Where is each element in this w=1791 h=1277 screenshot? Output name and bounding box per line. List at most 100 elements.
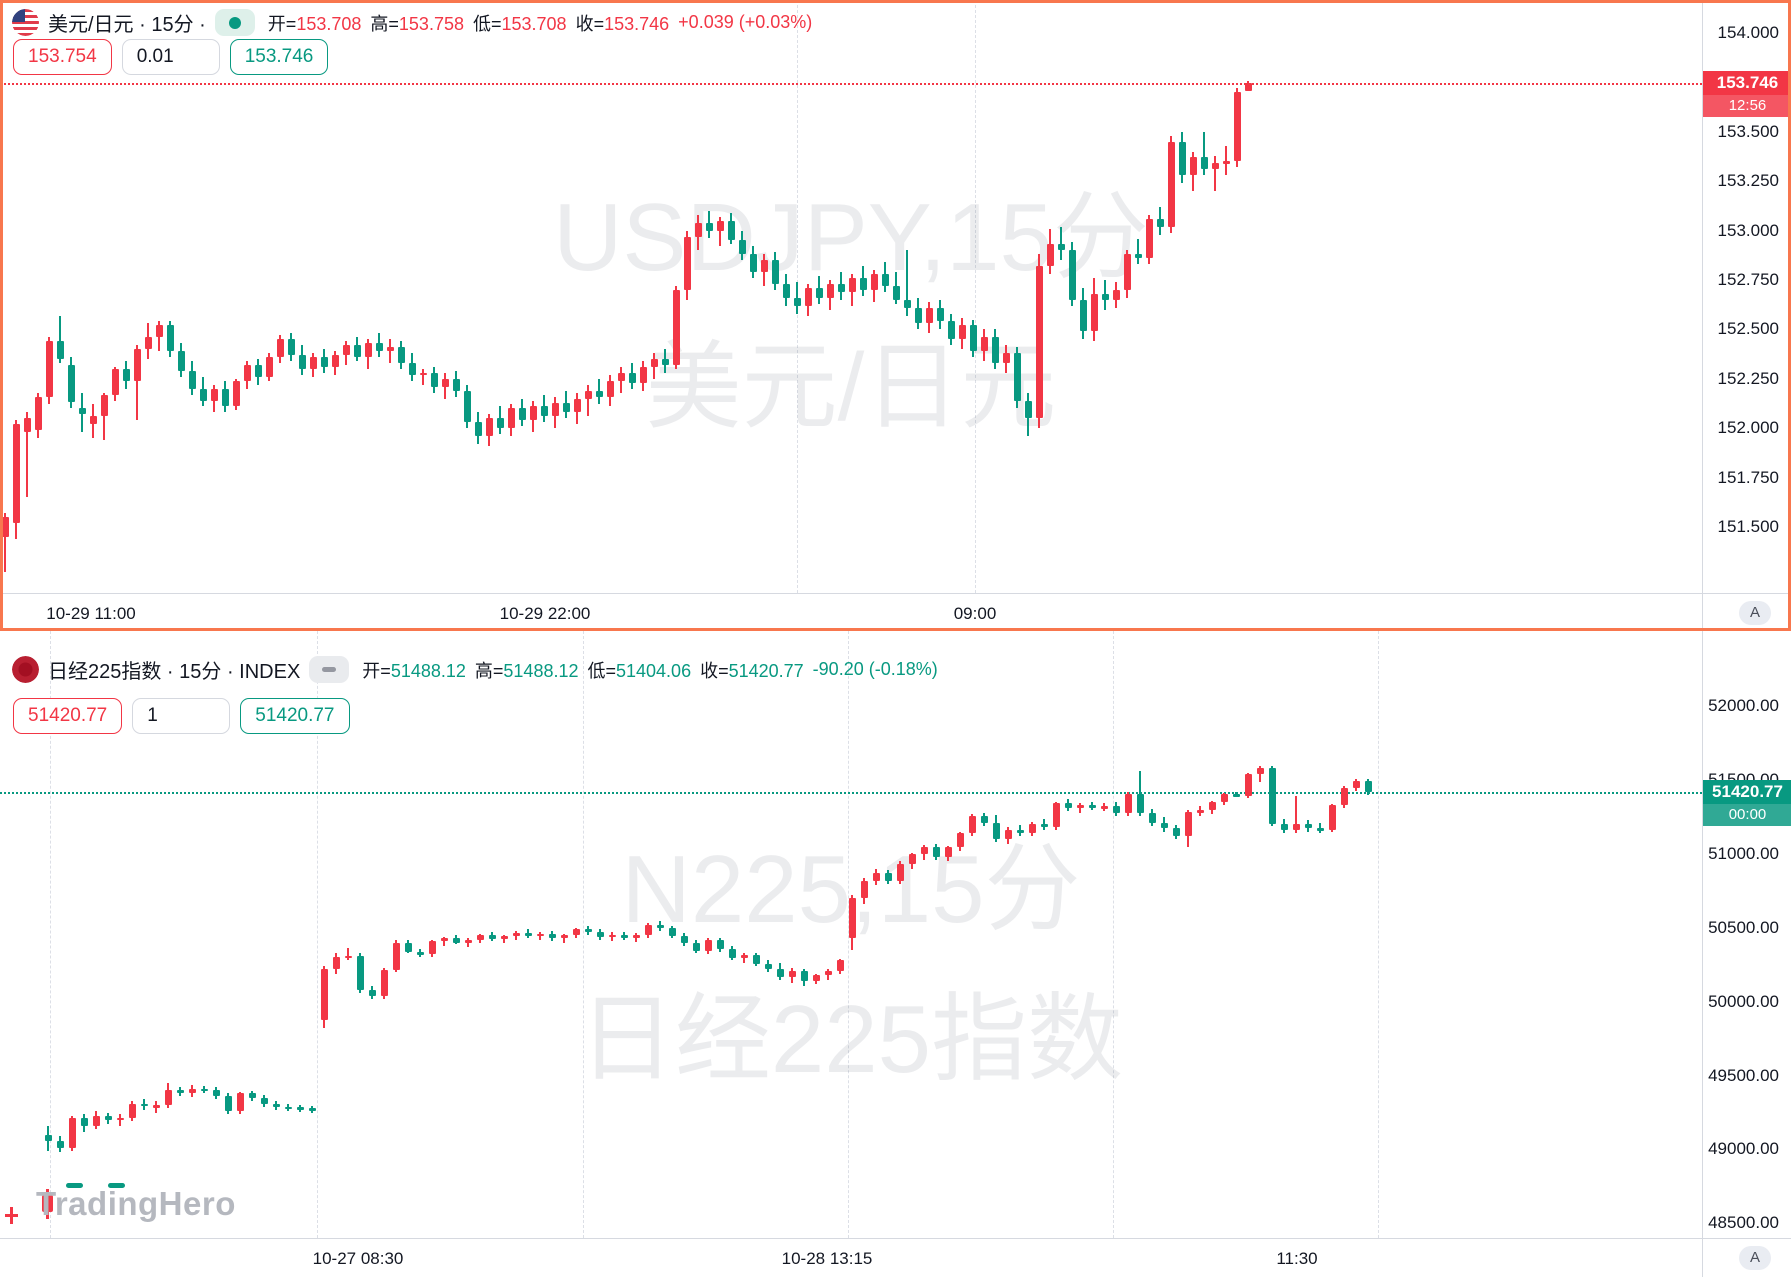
candle bbox=[1016, 829, 1024, 834]
candle bbox=[705, 222, 713, 231]
candle bbox=[620, 934, 628, 938]
bar-countdown: 00:00 bbox=[1703, 803, 1791, 826]
candle bbox=[1211, 163, 1219, 170]
candle-wick bbox=[587, 384, 589, 417]
buy-price-button[interactable]: 153.746 bbox=[229, 39, 329, 75]
candle bbox=[632, 935, 640, 938]
candle-wick bbox=[103, 392, 105, 441]
market-status-button[interactable] bbox=[214, 9, 255, 36]
candle bbox=[1112, 806, 1120, 813]
candle-wick bbox=[1139, 770, 1141, 816]
last-price-value: 51420.77 bbox=[1703, 779, 1791, 804]
candle bbox=[947, 321, 955, 340]
symbol-title[interactable]: 日经225指数 · 15分 · INDEX bbox=[48, 661, 301, 683]
candle bbox=[881, 274, 889, 286]
candle bbox=[152, 1105, 160, 1108]
last-price-value: 153.746 bbox=[1703, 71, 1791, 96]
usdjpy-time-axis[interactable]: A 10-29 11:00 10-29 22:00 09:00 bbox=[0, 593, 1791, 632]
auto-scale-button[interactable]: A bbox=[1739, 1246, 1771, 1270]
candle bbox=[1280, 823, 1288, 831]
candle bbox=[914, 307, 922, 324]
candle bbox=[260, 1097, 268, 1104]
quantity-field[interactable]: 1 bbox=[132, 698, 231, 734]
candle bbox=[892, 285, 900, 300]
candle bbox=[551, 402, 559, 417]
candle bbox=[800, 970, 808, 982]
candle bbox=[56, 341, 64, 360]
candle bbox=[529, 406, 537, 421]
candle bbox=[650, 359, 658, 367]
logo-candle-icon bbox=[108, 1183, 125, 1188]
sell-price-button[interactable]: 51420.77 bbox=[13, 698, 123, 734]
candle bbox=[254, 364, 262, 377]
candle bbox=[344, 955, 352, 959]
candle bbox=[944, 847, 952, 857]
candle bbox=[276, 339, 284, 358]
price-axis-label: 152.250 bbox=[1717, 368, 1779, 388]
candle bbox=[606, 380, 614, 397]
candle-wick bbox=[1319, 823, 1321, 834]
candle-wick bbox=[1214, 155, 1216, 192]
candle bbox=[416, 951, 424, 955]
candle bbox=[1364, 780, 1372, 792]
candle bbox=[248, 1093, 256, 1098]
candle bbox=[804, 287, 812, 306]
candle bbox=[908, 854, 916, 864]
candle bbox=[1172, 828, 1180, 836]
last-price-badge: 51420.77 00:00 bbox=[1703, 779, 1791, 826]
candle bbox=[199, 388, 207, 401]
candle bbox=[760, 260, 768, 273]
logo-candle-icon bbox=[42, 1195, 53, 1212]
candle bbox=[573, 398, 581, 413]
time-axis-label: 10-27 08:30 bbox=[312, 1249, 404, 1268]
time-axis-label: 10-29 22:00 bbox=[499, 604, 591, 623]
price-axis-label: 152.500 bbox=[1717, 319, 1779, 339]
nikkei-price-axis[interactable]: 52000.0051500.0051000.0050500.0050000.00… bbox=[1702, 631, 1791, 1238]
candle bbox=[518, 408, 526, 421]
quantity-field[interactable]: 0.01 bbox=[121, 39, 220, 75]
candle bbox=[512, 933, 520, 937]
candle bbox=[1233, 92, 1241, 162]
price-axis-label: 151.500 bbox=[1717, 516, 1779, 536]
candle bbox=[956, 833, 964, 848]
candle bbox=[896, 863, 904, 881]
usdjpy-plot-area[interactable]: USDJPY,15分 美元/日元 bbox=[0, 0, 1702, 593]
candle bbox=[837, 283, 845, 292]
candle bbox=[308, 1108, 316, 1111]
candle bbox=[1244, 774, 1252, 796]
price-axis-label: 50000.00 bbox=[1708, 991, 1779, 1011]
candle bbox=[23, 418, 31, 433]
candle bbox=[771, 260, 779, 284]
candle bbox=[1220, 794, 1228, 803]
candle bbox=[617, 372, 625, 381]
candle bbox=[232, 380, 240, 407]
candle bbox=[656, 924, 664, 928]
candle bbox=[397, 347, 405, 363]
candle bbox=[212, 1090, 220, 1097]
buy-price-button[interactable]: 51420.77 bbox=[240, 698, 350, 734]
candle bbox=[488, 935, 496, 939]
candle bbox=[68, 1118, 76, 1148]
price-axis-label: 152.750 bbox=[1717, 269, 1779, 289]
candle bbox=[727, 220, 735, 241]
candle bbox=[536, 933, 544, 937]
candle bbox=[1090, 293, 1098, 332]
nikkei-time-axis[interactable]: A 10-27 08:30 10-28 13:15 11:30 bbox=[0, 1238, 1791, 1277]
us-flag-icon bbox=[12, 9, 39, 36]
candle bbox=[408, 362, 416, 375]
usdjpy-price-axis[interactable]: 154.000 153.500 153.250 153.000 152.750 152.5… bbox=[1702, 0, 1791, 593]
candle bbox=[920, 846, 928, 855]
auto-scale-button[interactable]: A bbox=[1739, 601, 1771, 625]
candle bbox=[1184, 811, 1192, 836]
candle bbox=[1148, 812, 1156, 824]
change-readout: -90.20 (-0.18%) bbox=[812, 659, 938, 679]
sell-price-button[interactable]: 153.754 bbox=[13, 39, 112, 75]
symbol-title[interactable]: 美元/日元 · 15分 · bbox=[48, 14, 206, 36]
market-status-button[interactable] bbox=[309, 656, 350, 683]
candle bbox=[628, 372, 636, 383]
candle bbox=[1064, 803, 1072, 809]
candle bbox=[1156, 218, 1164, 227]
candle bbox=[496, 418, 504, 429]
candle bbox=[848, 278, 856, 292]
